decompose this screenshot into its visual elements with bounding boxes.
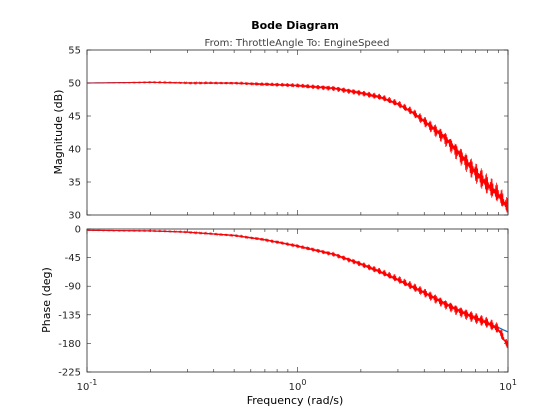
y-tick-label: -225 (58, 368, 81, 379)
y-tick-label: 55 (68, 46, 81, 57)
y-tick-label: -180 (58, 339, 81, 350)
x-tick-label: 101 (499, 378, 517, 393)
y-tick-label: 45 (68, 112, 81, 123)
y-tick-label: -135 (58, 310, 81, 321)
y-tick-label: 30 (68, 211, 81, 222)
phase-ylabel: Phase (deg) (40, 267, 53, 333)
x-ticks: 10-1 100 101 (77, 378, 517, 393)
x-axis-label: Frequency (rad/s) (247, 394, 344, 407)
phase-series-1 (86, 229, 509, 349)
y-tick-label: 50 (68, 79, 81, 90)
phase-axes-box (86, 228, 509, 373)
chart-title: Bode Diagram (251, 19, 339, 32)
y-tick-label: 40 (68, 145, 81, 156)
chart-subtitle: From: ThrottleAngle To: EngineSpeed (205, 38, 390, 49)
y-tick-label: -90 (65, 282, 81, 293)
magnitude-ylabel: Magnitude (dB) (52, 90, 65, 175)
magnitude-lines (86, 80, 509, 213)
y-tick-label: -45 (65, 253, 81, 264)
phase-ticks: -225 -180 -135 -90 -45 0 (58, 225, 509, 379)
x-tick-label: 10-1 (77, 378, 98, 393)
y-tick-label: 0 (75, 225, 81, 236)
magnitude-ticks: 30 35 40 45 50 55 (68, 46, 509, 222)
x-tick-label: 100 (289, 378, 307, 393)
magnitude-axes-box (86, 49, 509, 216)
phase-lines (86, 229, 509, 349)
y-tick-label: 35 (68, 178, 81, 189)
magnitude-panel: 30 35 40 45 50 55 Magnitude (dB) (52, 46, 509, 222)
phase-panel: -225 -180 -135 -90 -45 0 Phase (deg) (40, 225, 509, 379)
magnitude-series-1 (86, 80, 509, 213)
